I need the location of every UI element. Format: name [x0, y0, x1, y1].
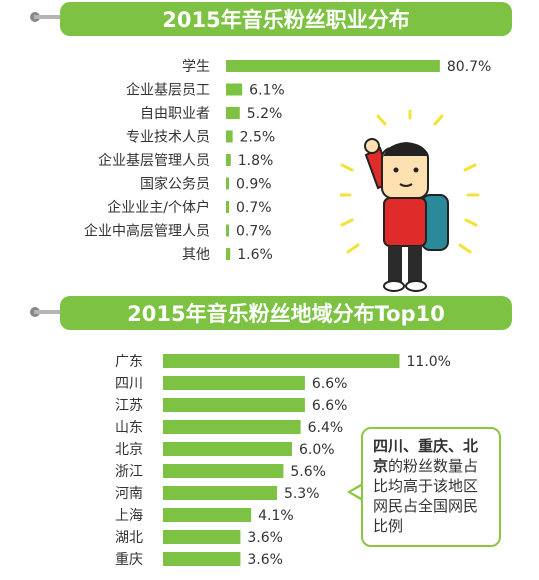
occupation-chart-title: 2015年音乐粉丝职业分布	[60, 2, 512, 36]
bar	[226, 177, 229, 190]
connector-line	[34, 15, 62, 19]
category-label: 其他	[182, 247, 210, 263]
callout-highlight: 四川、重庆、北京	[373, 437, 479, 475]
value-label: 6.1%	[249, 83, 285, 99]
value-label: 6.0%	[299, 442, 335, 458]
bar	[163, 398, 305, 412]
category-label: 企业基层员工	[126, 82, 210, 99]
bar	[226, 224, 229, 237]
value-label: 0.7%	[236, 200, 272, 216]
student-illustration	[340, 110, 480, 292]
value-label: 0.7%	[236, 224, 272, 240]
value-label: 4.1%	[258, 508, 294, 524]
value-label: 5.3%	[284, 486, 320, 502]
category-label: 国家公务员	[140, 176, 210, 193]
category-label: 浙江	[115, 464, 143, 480]
category-label: 湖北	[115, 530, 143, 546]
value-label: 3.6%	[247, 552, 283, 568]
bar	[163, 464, 284, 478]
value-label: 5.2%	[247, 106, 283, 122]
value-label: 6.6%	[312, 398, 348, 414]
value-label: 1.6%	[237, 247, 273, 263]
category-label: 企业中高层管理人员	[84, 223, 210, 240]
value-label: 0.9%	[236, 177, 272, 193]
occupation-bar-chart: 学生 80.7% 企业基层员工 6.1% 自由职业者 5.2% 专业技术人员 2.5% 企业基层…	[84, 59, 491, 263]
category-label: 江苏	[115, 398, 143, 414]
category-label: 山东	[115, 420, 143, 436]
value-label: 6.4%	[308, 420, 344, 436]
category-label: 企业业主/个体户	[107, 199, 210, 216]
bar	[226, 107, 240, 119]
category-label: 自由职业者	[140, 106, 210, 122]
bar	[226, 154, 231, 166]
bar	[163, 376, 305, 390]
bar	[226, 83, 243, 96]
value-label: 6.6%	[312, 376, 348, 392]
bar	[163, 486, 277, 500]
bar	[163, 420, 301, 434]
category-label: 专业技术人员	[126, 130, 210, 146]
bar	[163, 442, 292, 456]
category-label: 四川	[115, 376, 143, 392]
category-label: 企业基层管理人员	[98, 152, 210, 169]
bar	[226, 248, 231, 260]
callout-pointer-fill	[351, 486, 362, 498]
value-label: 11.0%	[407, 354, 451, 370]
bar	[226, 60, 440, 72]
category-label: 广东	[115, 354, 143, 370]
value-label: 2.5%	[240, 130, 276, 146]
bar	[163, 552, 241, 566]
bar	[163, 530, 241, 544]
bar	[163, 354, 400, 368]
bar	[226, 201, 229, 213]
value-label: 3.6%	[247, 530, 283, 546]
bar	[226, 130, 233, 143]
callout-box: 四川、重庆、北京的粉丝数量占比均高于该地区网民占全国网民比例	[361, 427, 501, 547]
value-label: 1.8%	[238, 153, 274, 169]
bar	[163, 508, 252, 522]
category-label: 河南	[115, 486, 143, 502]
category-label: 重庆	[115, 552, 143, 568]
connector-line	[34, 310, 62, 314]
value-label: 80.7%	[447, 59, 491, 75]
region-chart-title: 2015年音乐粉丝地域分布Top10	[60, 296, 512, 330]
category-label: 上海	[115, 508, 143, 524]
callout-text: 的粉丝数量占比均高于该地区网民占全国网民比例	[373, 457, 479, 535]
category-label: 北京	[115, 442, 143, 458]
category-label: 学生	[182, 59, 210, 75]
value-label: 5.6%	[290, 464, 326, 480]
